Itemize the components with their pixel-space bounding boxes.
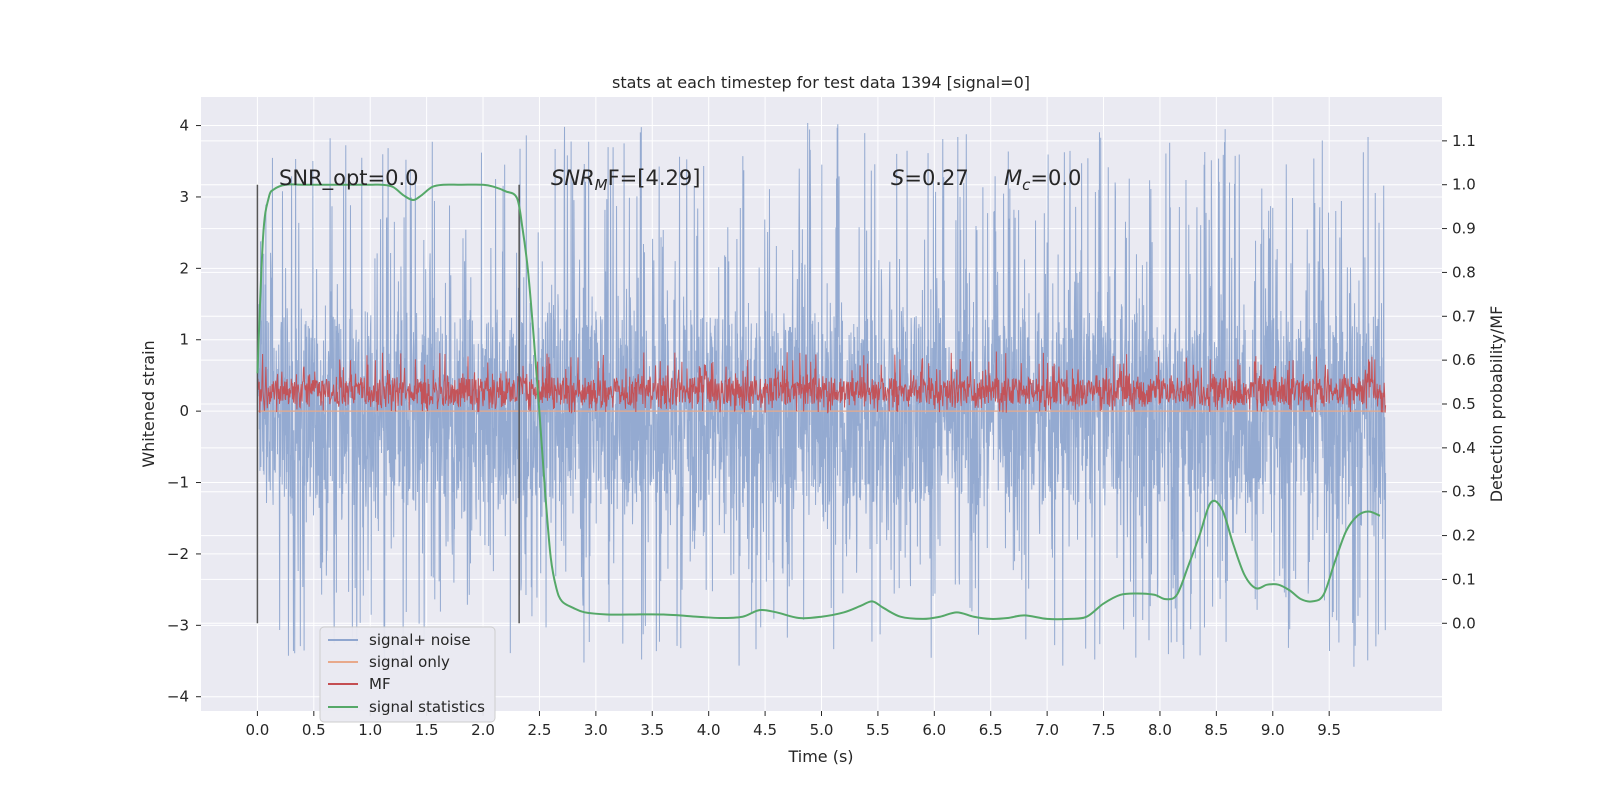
annotation-snr-mf-base: SNR: [551, 166, 595, 190]
annotation-mc: Mc=0.0: [1004, 166, 1081, 194]
annotations: SNR_opt=0.0 SNRMF=[4.29] S=0.27 Mc=0.0: [279, 166, 1081, 194]
x-axis-ticks: 0.0 0.5 1.0 1.5 2.0 2.5 3.0 3.5 4.0 4.5 5.0 5.5 6.0 6…: [245, 711, 1341, 739]
y2-tick-label: 0.9: [1452, 220, 1476, 238]
y-tick-label: 2: [179, 259, 189, 277]
y-tick-label: 3: [179, 188, 189, 206]
x-tick-label: 9.0: [1261, 721, 1285, 739]
signal-statistics-line: [256, 183, 1381, 621]
vertical-markers: [256, 184, 520, 624]
y2-tick-label: 0.2: [1452, 527, 1476, 545]
annotation-mc-sub: c: [1022, 176, 1031, 194]
x-tick-label: 0.0: [245, 721, 269, 739]
mf-series: [256, 351, 1387, 415]
y-axis-ticks: 4 3 2 1 0 −1 −2 −3 −4: [167, 117, 201, 706]
y-tick-label: −4: [167, 688, 189, 706]
legend-label-signal-statistics: signal statistics: [369, 698, 485, 716]
legend-label-signal-noise: signal+ noise: [369, 631, 471, 649]
annotation-s-value: =0.27: [904, 166, 968, 190]
x-tick-label: 8.0: [1148, 721, 1172, 739]
x-tick-label: 3.0: [584, 721, 608, 739]
y2-tick-label: 0.6: [1452, 351, 1476, 369]
y-tick-label: −1: [167, 474, 189, 492]
y2-tick-label: 0.1: [1452, 570, 1476, 588]
y2-tick-label: 0.7: [1452, 307, 1476, 325]
y-tick-label: 4: [179, 117, 189, 135]
y2-tick-label: 0.3: [1452, 483, 1476, 501]
y2-tick-label: 0.5: [1452, 395, 1476, 413]
annotation-snr-mf-sub: M: [595, 176, 608, 194]
legend-label-mf: MF: [369, 675, 391, 693]
annotation-snr-mf: SNRMF=[4.29]: [551, 166, 700, 194]
y-tick-label: −2: [167, 545, 189, 563]
y2-tick-label: 1.0: [1452, 176, 1476, 194]
annotation-snr-mf-rest: F=[4.29]: [608, 166, 701, 190]
legend-box: [319, 626, 496, 723]
x-tick-label: 2.5: [528, 721, 552, 739]
chart-title: stats at each timestep for test data 139…: [612, 73, 1030, 92]
x-tick-label: 1.5: [415, 721, 439, 739]
x-tick-label: 2.0: [471, 721, 495, 739]
x-tick-label: 0.5: [302, 721, 326, 739]
x-axis-label: Time (s): [787, 747, 853, 766]
y2-tick-label: 0.0: [1452, 614, 1476, 632]
x-tick-label: 3.5: [640, 721, 664, 739]
x-tick-label: 4.0: [697, 721, 721, 739]
x-tick-label: 4.5: [753, 721, 777, 739]
x-tick-label: 5.5: [866, 721, 890, 739]
annotation-s-label: S: [891, 166, 904, 190]
y2-axis-ticks: 1.1 1.0 0.9 0.8 0.7 0.6 0.5 0.4 0.3 0.2 0.1 0.0: [1442, 132, 1476, 632]
x-tick-label: 8.5: [1204, 721, 1228, 739]
x-tick-label: 6.5: [979, 721, 1003, 739]
x-tick-label: 6.0: [922, 721, 946, 739]
signal-noise-series: [256, 122, 1387, 667]
x-tick-label: 7.5: [1092, 721, 1116, 739]
annotation-s: S=0.27: [891, 166, 969, 190]
y-axis-label: Whitened strain: [139, 340, 158, 467]
x-tick-label: 7.0: [1035, 721, 1059, 739]
annotation-snr-opt: SNR_opt=0.0: [279, 166, 419, 191]
y2-tick-label: 0.4: [1452, 439, 1476, 457]
x-tick-label: 1.0: [358, 721, 382, 739]
annotation-mc-label: M: [1004, 166, 1022, 190]
annotation-mc-value: =0.0: [1030, 166, 1081, 190]
signal-noise-line: [256, 122, 1387, 667]
y2-axis-label: Detection probability/MF: [1487, 306, 1506, 503]
legend-label-signal-only: signal only: [369, 653, 450, 671]
y2-tick-label: 0.8: [1452, 263, 1476, 281]
y-tick-label: 0: [179, 402, 189, 420]
y-tick-label: 1: [179, 331, 189, 349]
x-tick-label: 5.0: [810, 721, 834, 739]
signal-statistics-series: [256, 183, 1381, 621]
x-tick-label: 9.5: [1317, 721, 1341, 739]
mf-line: [256, 351, 1387, 415]
y-tick-label: −3: [167, 616, 189, 634]
y2-tick-label: 1.1: [1452, 132, 1476, 150]
legend: signal+ noise signal only MF signal stat…: [319, 626, 496, 723]
